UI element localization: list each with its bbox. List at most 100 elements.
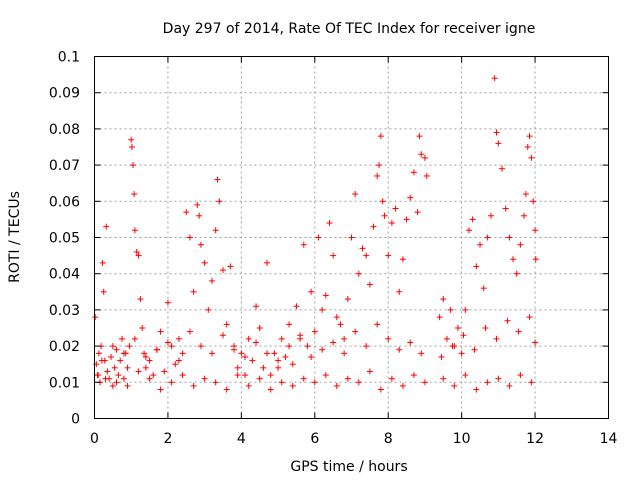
x-tick-label: 6 [310,431,319,447]
data-point [528,379,535,386]
data-point [137,296,144,303]
data-point [234,372,241,379]
data-point [126,343,133,350]
data-point [238,350,245,357]
data-point [493,335,500,342]
data-point [374,172,381,179]
data-point [385,335,392,342]
data-point [532,256,539,263]
data-point [469,216,476,223]
data-point [242,372,249,379]
data-point [253,339,260,346]
data-point [253,303,260,310]
data-point [315,234,322,241]
data-point [348,234,355,241]
data-point [157,328,164,335]
y-tick-label: 0.09 [49,86,80,102]
data-point [341,350,348,357]
data-point [517,241,524,248]
data-point [95,350,102,357]
data-point [99,259,106,266]
data-point [100,288,107,295]
data-point [249,357,256,364]
data-point [381,212,388,219]
data-point [528,154,535,161]
data-point [157,386,164,393]
data-point [109,382,116,389]
data-point [517,372,524,379]
data-point [473,386,480,393]
data-point [322,372,329,379]
data-point [484,234,491,241]
data-point [304,343,311,350]
data-point [484,379,491,386]
data-point [264,350,271,357]
x-tick-label: 0 [90,431,99,447]
data-point [128,144,135,150]
data-point [526,314,533,321]
x-tick-label: 2 [163,431,172,447]
data-point [164,339,171,346]
data-point [190,382,197,389]
data-point [146,357,153,364]
data-point [131,335,138,342]
data-point [286,321,293,328]
data-point [293,303,300,310]
data-point [120,375,127,382]
axis-ticks [94,56,609,419]
data-point [286,343,293,350]
data-point [330,252,337,259]
data-point [227,263,234,270]
data-point [130,162,137,169]
data-point [289,361,296,368]
data-point [214,176,221,183]
data-point [333,382,340,389]
data-point [355,270,362,277]
y-tick-label: 0.03 [49,303,80,319]
data-point [311,379,318,386]
data-point [491,75,498,82]
data-point [526,133,533,140]
x-tick-label: 10 [453,431,471,447]
data-point [108,353,115,360]
data-point [522,191,529,198]
data-point [256,375,263,382]
data-point [242,353,249,360]
y-tick-label: 0.04 [49,267,80,283]
data-point [95,372,102,379]
data-point [264,259,271,266]
data-point [282,353,289,360]
data-point [179,372,186,379]
data-point [150,372,157,379]
y-tick-label: 0.01 [49,375,80,391]
data-point [410,372,417,379]
data-point [120,350,127,357]
data-point [471,346,478,353]
data-point [377,133,384,140]
data-point [234,364,241,371]
data-point [124,364,131,371]
y-tick-label: 0.08 [49,122,80,138]
data-point [186,328,193,335]
data-point [447,306,454,313]
data-point [220,332,226,339]
data-point [462,306,469,313]
data-point [344,375,351,382]
data-point [168,379,175,386]
data-point [175,357,182,364]
data-point [102,375,109,382]
data-point [352,191,359,198]
data-point [131,191,138,198]
data-point [396,346,403,353]
data-point [135,368,142,375]
data-point [201,375,208,382]
x-tick-label: 4 [237,431,246,447]
data-point [423,172,430,179]
data-point [376,162,383,169]
data-point [183,209,190,216]
data-point [186,234,193,241]
data-point [297,335,304,342]
data-point [370,223,377,230]
data-point [443,335,450,342]
data-point [510,256,517,263]
